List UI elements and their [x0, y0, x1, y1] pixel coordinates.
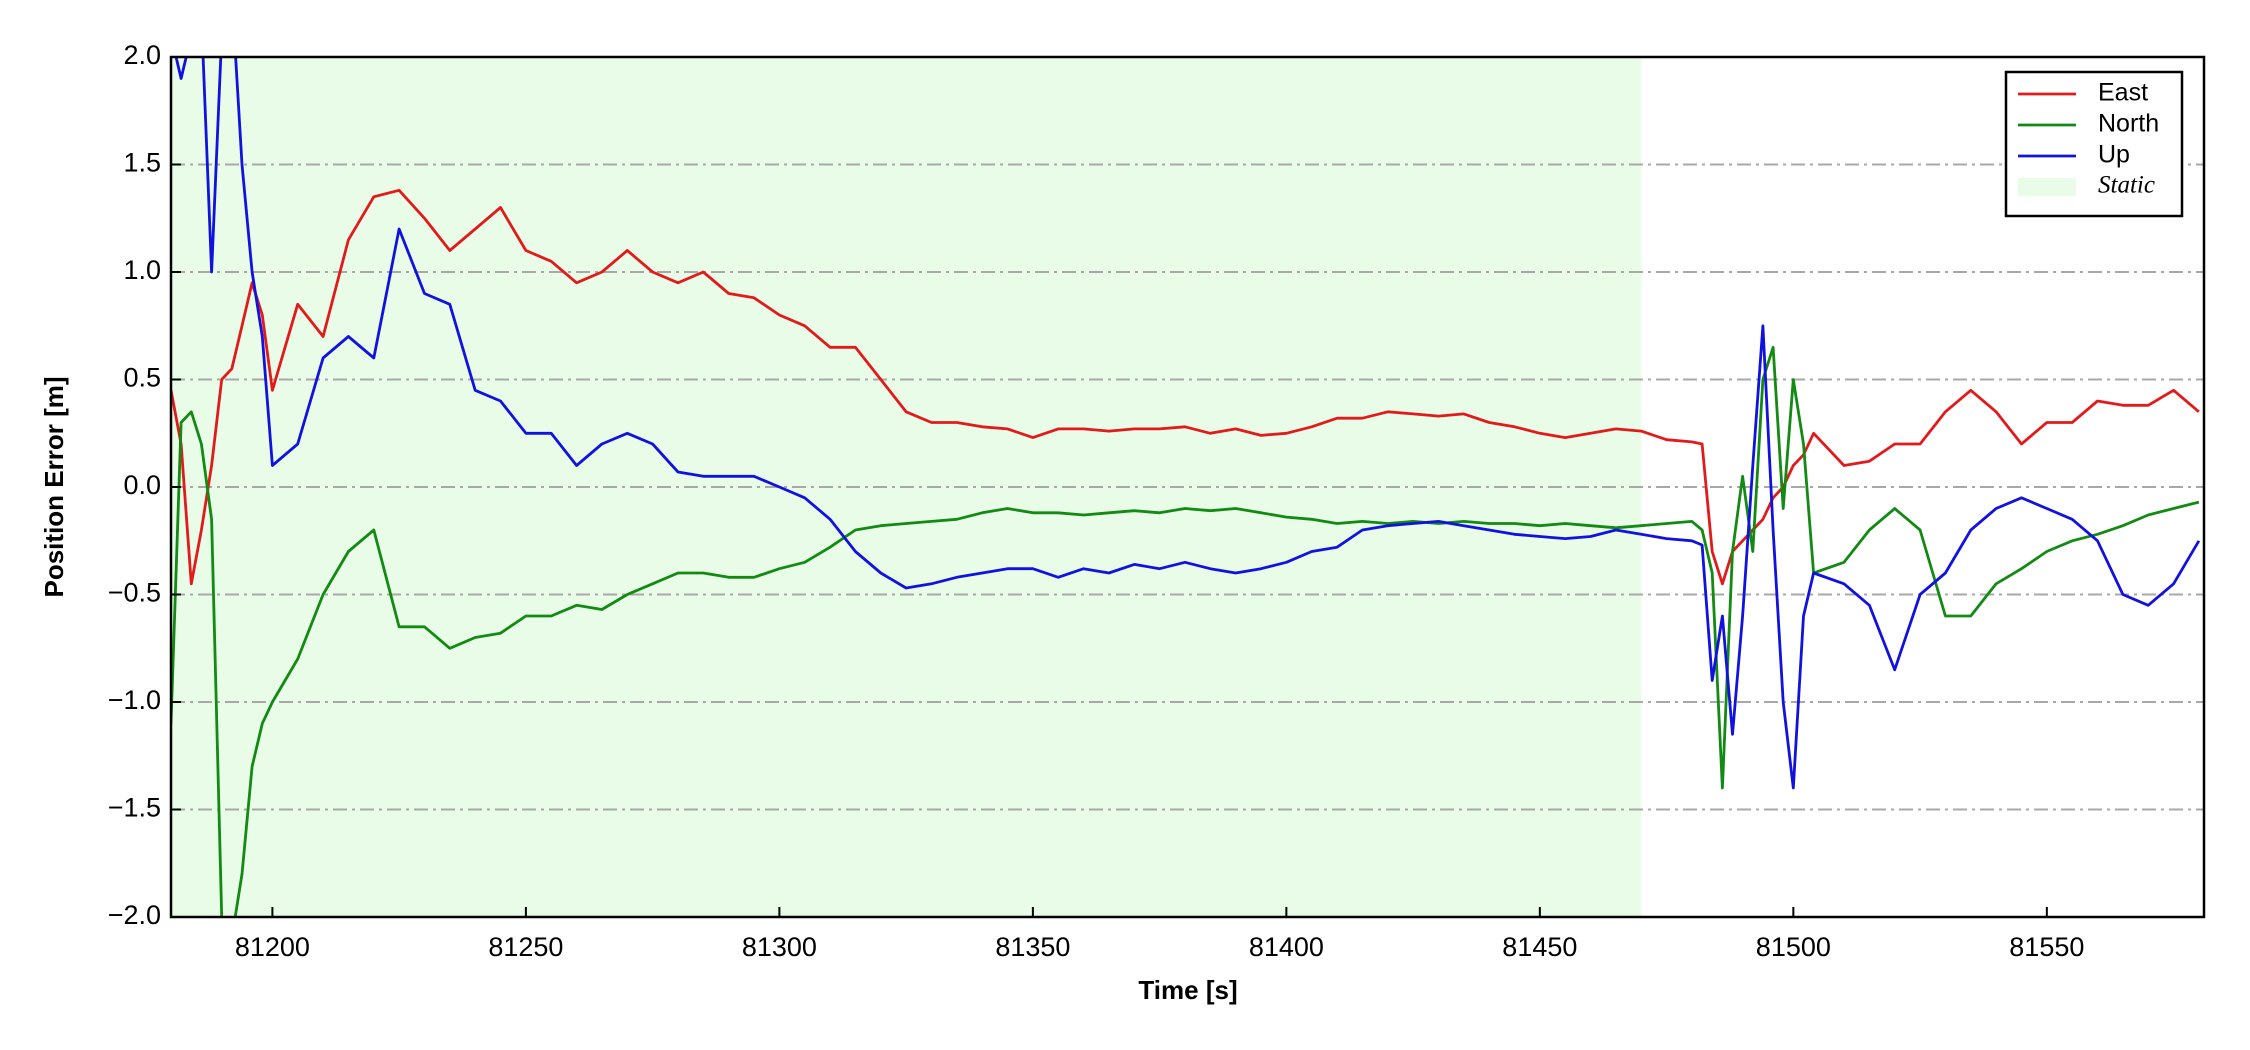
x-tick-label: 81450 [1502, 932, 1577, 962]
legend-swatch [2018, 178, 2076, 196]
axes: −2.0 −1.5 −1.0 −0.5 0.0 0.5 1.0 1.5 2.0 81200 8125… [108, 40, 2206, 962]
plot-background [171, 56, 2204, 918]
y-tick-label: −2.0 [108, 900, 161, 930]
y-tick-label: 0.5 [123, 363, 161, 393]
y-tick-label: 2.0 [123, 40, 161, 70]
x-tick-label: 81400 [1249, 932, 1324, 962]
series-line [171, 188, 2200, 586]
x-tick-label: 81200 [235, 932, 310, 962]
y-tick-label: 0.0 [123, 470, 161, 500]
x-tick-label: 81500 [1756, 932, 1831, 962]
legend-label: Static [2098, 172, 2155, 199]
y-tick-label: −1.0 [108, 685, 161, 715]
y-tick-label: −0.5 [108, 578, 161, 608]
legend-label: Up [2098, 141, 2130, 169]
y-tick-label: −1.5 [108, 793, 161, 823]
legend-label: East [2098, 79, 2148, 107]
series-line [174, 57, 2201, 790]
x-tick-label: 81550 [2009, 932, 2084, 962]
y-tick-label: 1.5 [123, 148, 161, 178]
y-axis-label: Position Error [m] [39, 376, 69, 597]
legend-label: North [2098, 110, 2159, 138]
x-tick-label: 81350 [995, 932, 1070, 962]
plot-frame [169, 55, 2206, 919]
x-tick-label: 81250 [488, 932, 563, 962]
x-axis-label: Time [s] [1138, 975, 1237, 1005]
x-tick-label: 81300 [742, 932, 817, 962]
series-line [171, 345, 2200, 917]
plot-lines [171, 57, 2201, 917]
y-tick-label: 1.0 [123, 255, 161, 285]
